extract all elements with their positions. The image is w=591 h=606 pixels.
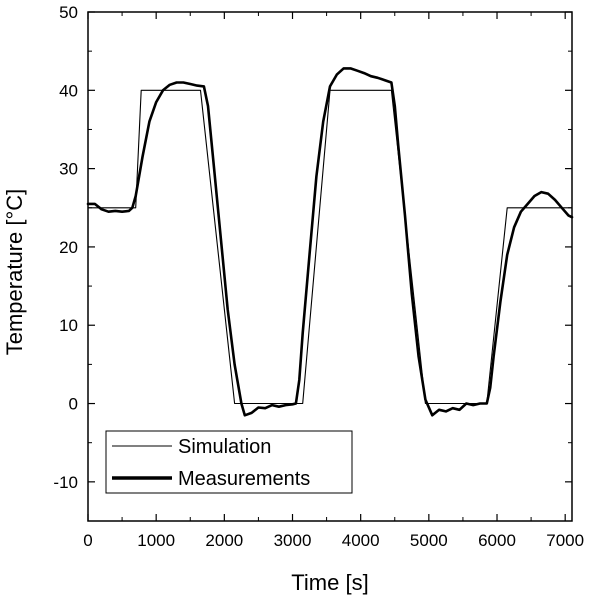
- y-tick-label: 20: [59, 238, 78, 257]
- y-tick-label: 10: [59, 316, 78, 335]
- x-tick-label: 1000: [137, 531, 175, 550]
- series-line-simulation: [88, 90, 572, 403]
- series-layer: [88, 68, 572, 415]
- legend: Simulation Measurements: [106, 431, 352, 493]
- series-line-measurements: [88, 68, 572, 415]
- x-tick-label: 3000: [274, 531, 312, 550]
- x-tick-label: 0: [83, 531, 92, 550]
- x-tick-label: 7000: [546, 531, 584, 550]
- x-tick-label: 5000: [410, 531, 448, 550]
- x-tick-label: 2000: [205, 531, 243, 550]
- y-axis-label: Temperature [°C]: [2, 189, 27, 356]
- y-tick-label: 30: [59, 160, 78, 179]
- y-tick-label: 50: [59, 3, 78, 22]
- x-tick-label: 4000: [342, 531, 380, 550]
- legend-simulation-label: Simulation: [178, 436, 271, 458]
- x-axis-label: Time [s]: [291, 570, 368, 595]
- legend-measurements-label: Measurements: [178, 468, 310, 490]
- x-tick-label: 6000: [478, 531, 516, 550]
- y-tick-label: 40: [59, 81, 78, 100]
- y-tick-label: 0: [69, 395, 78, 414]
- y-tick-label: -10: [53, 473, 78, 492]
